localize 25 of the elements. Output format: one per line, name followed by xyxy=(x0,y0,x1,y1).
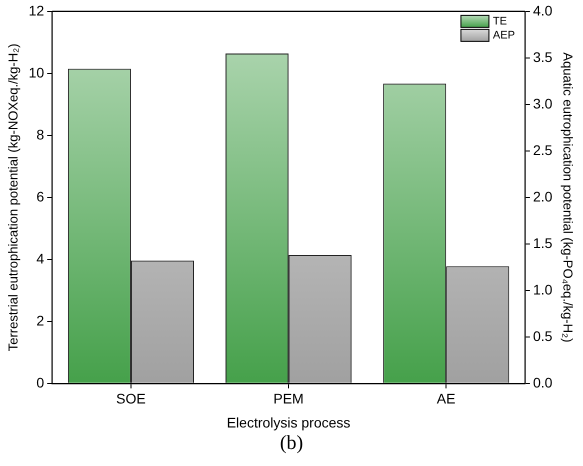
y2-tick-label: 3.0 xyxy=(532,95,553,112)
y-tick-label: 8 xyxy=(36,126,44,142)
y2-tick-label: 0.0 xyxy=(532,374,553,390)
y-tick-label: 4 xyxy=(36,250,44,266)
y2-tick-label: 2.5 xyxy=(532,142,553,158)
y2-tick-label: 4.0 xyxy=(532,2,553,18)
y2-tick-label: 1.5 xyxy=(532,234,553,251)
y-tick-label: 6 xyxy=(36,188,44,204)
y-tick-label: 2 xyxy=(36,312,44,328)
y2-tick-label: 3.5 xyxy=(532,48,553,65)
legend-label: TE xyxy=(492,15,507,28)
y2-tick-label: 1.0 xyxy=(532,281,553,298)
y-axis-title: Terrestrial eutrophication potential (kg-NOXeq./kg-H₂) xyxy=(5,44,20,352)
x-axis-title: Electrolysis process xyxy=(226,414,350,430)
x-tick-label: SOE xyxy=(116,390,146,407)
y-tick-label: 10 xyxy=(28,64,44,80)
x-tick-label: AE xyxy=(436,390,456,407)
legend-label: AEP xyxy=(492,29,515,42)
y-tick-label: 0 xyxy=(36,374,44,390)
text: (b) xyxy=(278,432,304,455)
y-tick-label: 12 xyxy=(28,2,44,18)
y2-axis-title: Aquatic eutrophication potential (kg-PO₄eq./kg-H₂) xyxy=(560,52,576,342)
y2-tick-label: 2.0 xyxy=(532,188,553,204)
x-tick-label: PEM xyxy=(273,390,304,407)
y2-tick-label: 0.5 xyxy=(532,328,553,344)
